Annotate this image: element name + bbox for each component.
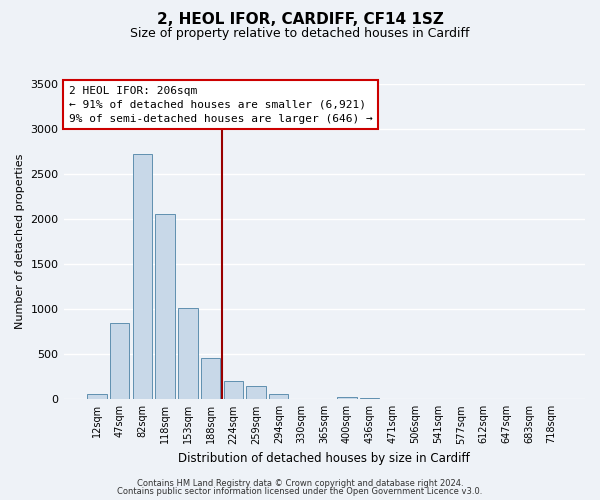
X-axis label: Distribution of detached houses by size in Cardiff: Distribution of detached houses by size … bbox=[178, 452, 470, 465]
Bar bbox=[224, 382, 243, 400]
Text: Contains public sector information licensed under the Open Government Licence v3: Contains public sector information licen… bbox=[118, 487, 482, 496]
Bar bbox=[201, 358, 220, 400]
Text: Size of property relative to detached houses in Cardiff: Size of property relative to detached ho… bbox=[130, 28, 470, 40]
Text: 2 HEOL IFOR: 206sqm
← 91% of detached houses are smaller (6,921)
9% of semi-deta: 2 HEOL IFOR: 206sqm ← 91% of detached ho… bbox=[69, 86, 373, 124]
Bar bbox=[133, 154, 152, 400]
Bar bbox=[360, 398, 379, 400]
Bar bbox=[269, 394, 289, 400]
Text: 2, HEOL IFOR, CARDIFF, CF14 1SZ: 2, HEOL IFOR, CARDIFF, CF14 1SZ bbox=[157, 12, 443, 28]
Bar bbox=[178, 308, 197, 400]
Bar bbox=[247, 386, 266, 400]
Bar bbox=[337, 396, 356, 400]
Bar bbox=[87, 394, 107, 400]
Y-axis label: Number of detached properties: Number of detached properties bbox=[15, 154, 25, 330]
Bar bbox=[110, 322, 130, 400]
Text: Contains HM Land Registry data © Crown copyright and database right 2024.: Contains HM Land Registry data © Crown c… bbox=[137, 478, 463, 488]
Bar bbox=[155, 214, 175, 400]
